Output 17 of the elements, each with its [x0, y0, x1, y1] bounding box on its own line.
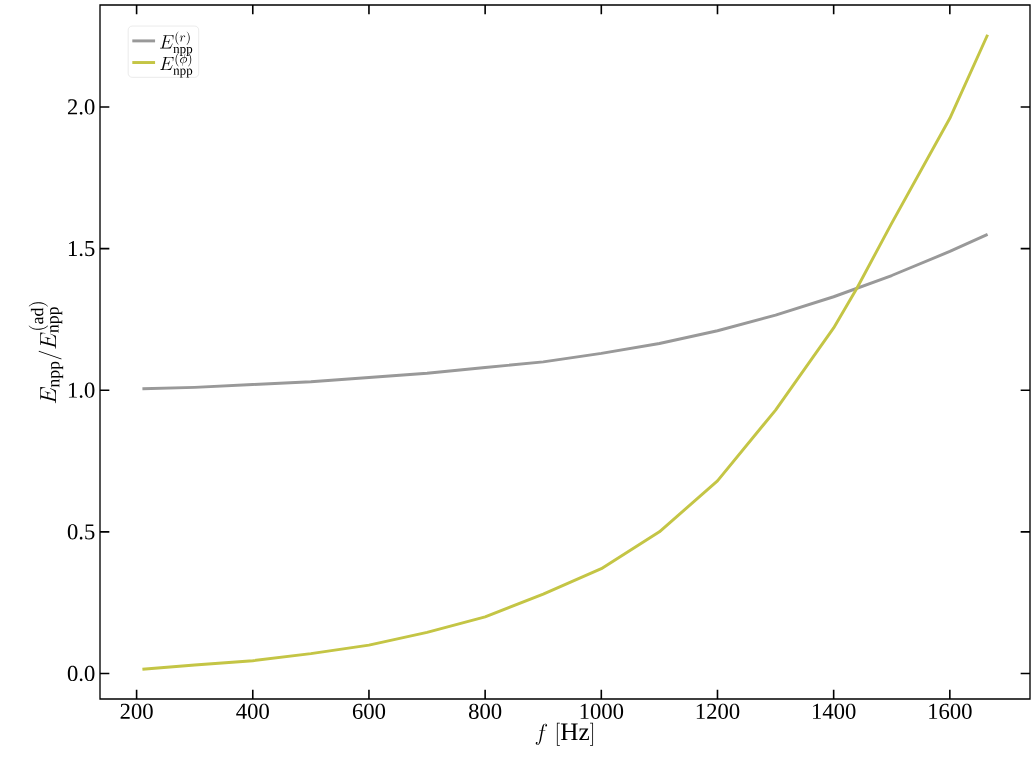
x-tick-label: 600: [352, 703, 386, 719]
x-tick-label: 800: [468, 703, 502, 719]
x-tick-label: 1400: [812, 703, 856, 719]
line-series: [140, 232, 990, 391]
x-tick-label: 200: [120, 703, 153, 719]
x-tick-label: 1000: [580, 703, 624, 719]
x-tick-label: 1200: [696, 703, 740, 719]
x-axis-title: $f\ [\mathrm{Hz}]$: [535, 722, 594, 746]
y-axis-title: $E_{\mathrm{npp}}/E_{\mathrm{npp}}^{(\mathrm{ad})}$: [28, 302, 64, 404]
y-tick-label: 0.5: [67, 524, 95, 540]
y-tick-label: 2.0: [67, 99, 95, 115]
x-tick-label: 400: [236, 703, 269, 719]
y-tick-label: 1.5: [68, 240, 95, 257]
y-tick-label: 1.0: [68, 382, 95, 398]
x-tick-label: 1600: [929, 703, 972, 719]
line-series: [140, 33, 990, 671]
y-tick-label: 0.0: [67, 665, 95, 682]
